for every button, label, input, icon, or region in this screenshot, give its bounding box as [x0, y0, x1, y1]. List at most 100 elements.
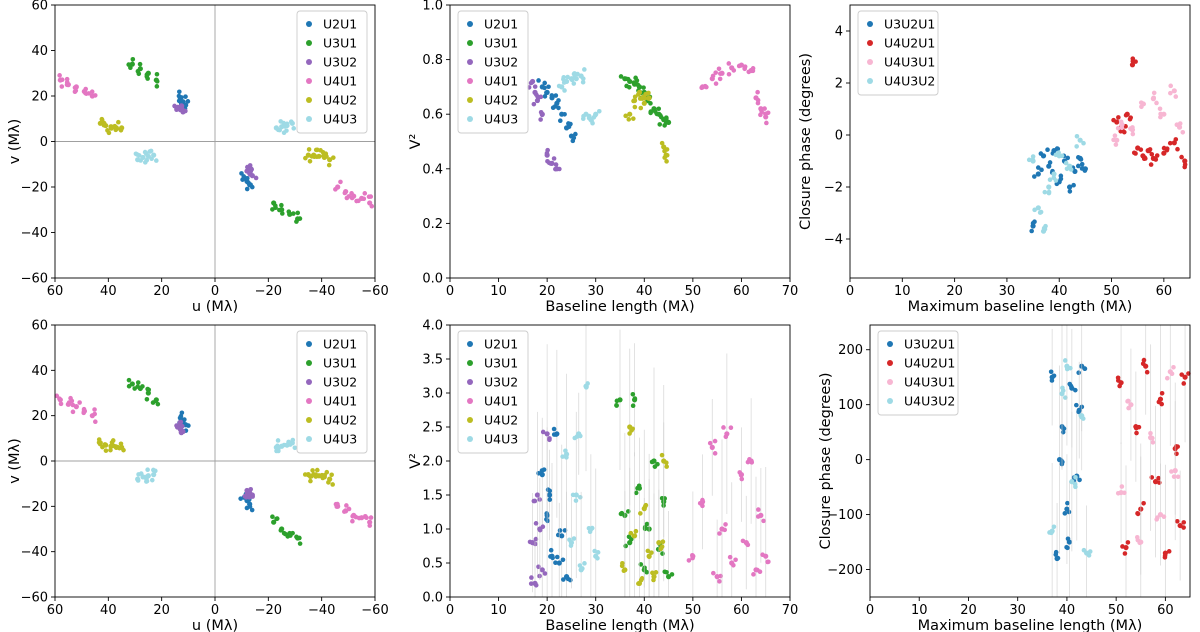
legend-label: U4U2	[323, 93, 357, 108]
data-point	[540, 429, 546, 435]
legend-label: U4U1	[484, 74, 518, 89]
x-tick-label: 30	[587, 284, 604, 299]
data-point	[93, 419, 98, 425]
data-point	[135, 478, 141, 483]
data-point	[1068, 167, 1074, 172]
data-point	[307, 158, 313, 164]
data-point	[274, 516, 279, 522]
data-point	[573, 131, 578, 137]
legend-box	[457, 10, 529, 134]
data-point	[282, 124, 287, 129]
data-point	[702, 83, 708, 89]
data-point	[324, 154, 329, 159]
x-axis-label: Baseline length (Mλ)	[545, 618, 694, 632]
data-point	[659, 140, 665, 146]
data-point	[1051, 373, 1057, 379]
data-point	[143, 151, 149, 157]
x-tick-label: 60	[47, 603, 64, 618]
data-point	[587, 529, 593, 535]
data-point	[578, 433, 583, 439]
data-point	[1149, 475, 1155, 480]
data-point	[1150, 435, 1155, 441]
y-tick-label: 0	[40, 455, 48, 470]
data-point	[248, 182, 253, 187]
data-point	[129, 61, 135, 67]
legend-label: U3U2	[323, 375, 357, 390]
data-point	[154, 71, 160, 77]
data-point	[249, 507, 255, 513]
y-tick-label: 1.0	[422, 0, 443, 14]
x-tick-label: 50	[685, 603, 702, 618]
legend-label: U4U2	[323, 413, 357, 428]
data-point	[1151, 90, 1157, 96]
data-point	[1171, 474, 1177, 479]
data-point	[1182, 374, 1188, 380]
data-point	[138, 158, 144, 163]
x-tick-label: −60	[361, 284, 388, 299]
data-point	[1140, 361, 1146, 366]
legend-marker	[467, 21, 473, 27]
data-point	[350, 518, 355, 524]
data-point	[1153, 157, 1159, 162]
data-point	[539, 567, 545, 573]
legend-marker	[467, 398, 473, 404]
data-point	[531, 498, 537, 504]
legend-marker	[887, 341, 893, 347]
x-tick-label: 10	[490, 603, 507, 618]
data-point	[762, 106, 767, 111]
data-point	[633, 490, 639, 496]
data-point	[1128, 126, 1133, 131]
data-point	[712, 438, 718, 444]
data-point	[186, 423, 191, 428]
legend-label: U4U3U2	[904, 394, 955, 409]
x-tick-label: 40	[1051, 284, 1068, 299]
data-point	[538, 117, 543, 122]
data-point	[635, 92, 641, 97]
data-point	[713, 81, 719, 86]
data-point	[1077, 137, 1083, 143]
data-point	[700, 503, 705, 509]
data-point	[581, 113, 586, 119]
legend-marker	[867, 40, 873, 46]
data-point	[247, 166, 253, 172]
data-point	[545, 147, 550, 153]
data-point	[562, 88, 567, 93]
legend-label: U3U2	[323, 55, 357, 70]
data-point	[1182, 162, 1188, 167]
legend: U3U2U1 U4U2U1 U4U3U1 U4U3U2	[857, 10, 939, 96]
data-point	[568, 577, 573, 583]
data-point	[1046, 163, 1052, 169]
data-point	[651, 577, 656, 583]
data-point	[118, 126, 124, 132]
data-point	[1131, 150, 1137, 156]
data-point	[632, 396, 638, 401]
data-point	[580, 76, 586, 81]
data-point	[1035, 205, 1041, 211]
data-point	[1111, 137, 1116, 143]
data-point	[717, 531, 722, 536]
legend-label: U3U1	[323, 36, 357, 51]
y-tick-label: 4	[835, 25, 843, 40]
legend-marker	[467, 341, 473, 347]
data-point	[573, 498, 579, 503]
data-point	[101, 120, 107, 126]
data-point	[755, 514, 761, 519]
data-point	[1082, 366, 1088, 372]
data-point	[287, 211, 293, 217]
data-point	[342, 190, 348, 196]
y-tick-label: −4	[824, 233, 843, 248]
legend: U2U1 U3U1 U3U2 U4U1 U4U2 U4U3	[457, 330, 529, 454]
data-point	[126, 377, 132, 383]
data-point	[344, 503, 349, 508]
data-point	[238, 496, 243, 501]
data-point	[539, 468, 545, 473]
x-tick-label: −40	[308, 284, 335, 299]
legend-label: U3U2	[484, 375, 518, 390]
data-point	[1122, 551, 1128, 556]
data-point	[244, 186, 250, 192]
legend-marker	[467, 78, 473, 84]
data-point	[551, 432, 557, 437]
data-point	[367, 519, 373, 525]
data-point	[1175, 146, 1180, 152]
data-point	[714, 574, 720, 580]
